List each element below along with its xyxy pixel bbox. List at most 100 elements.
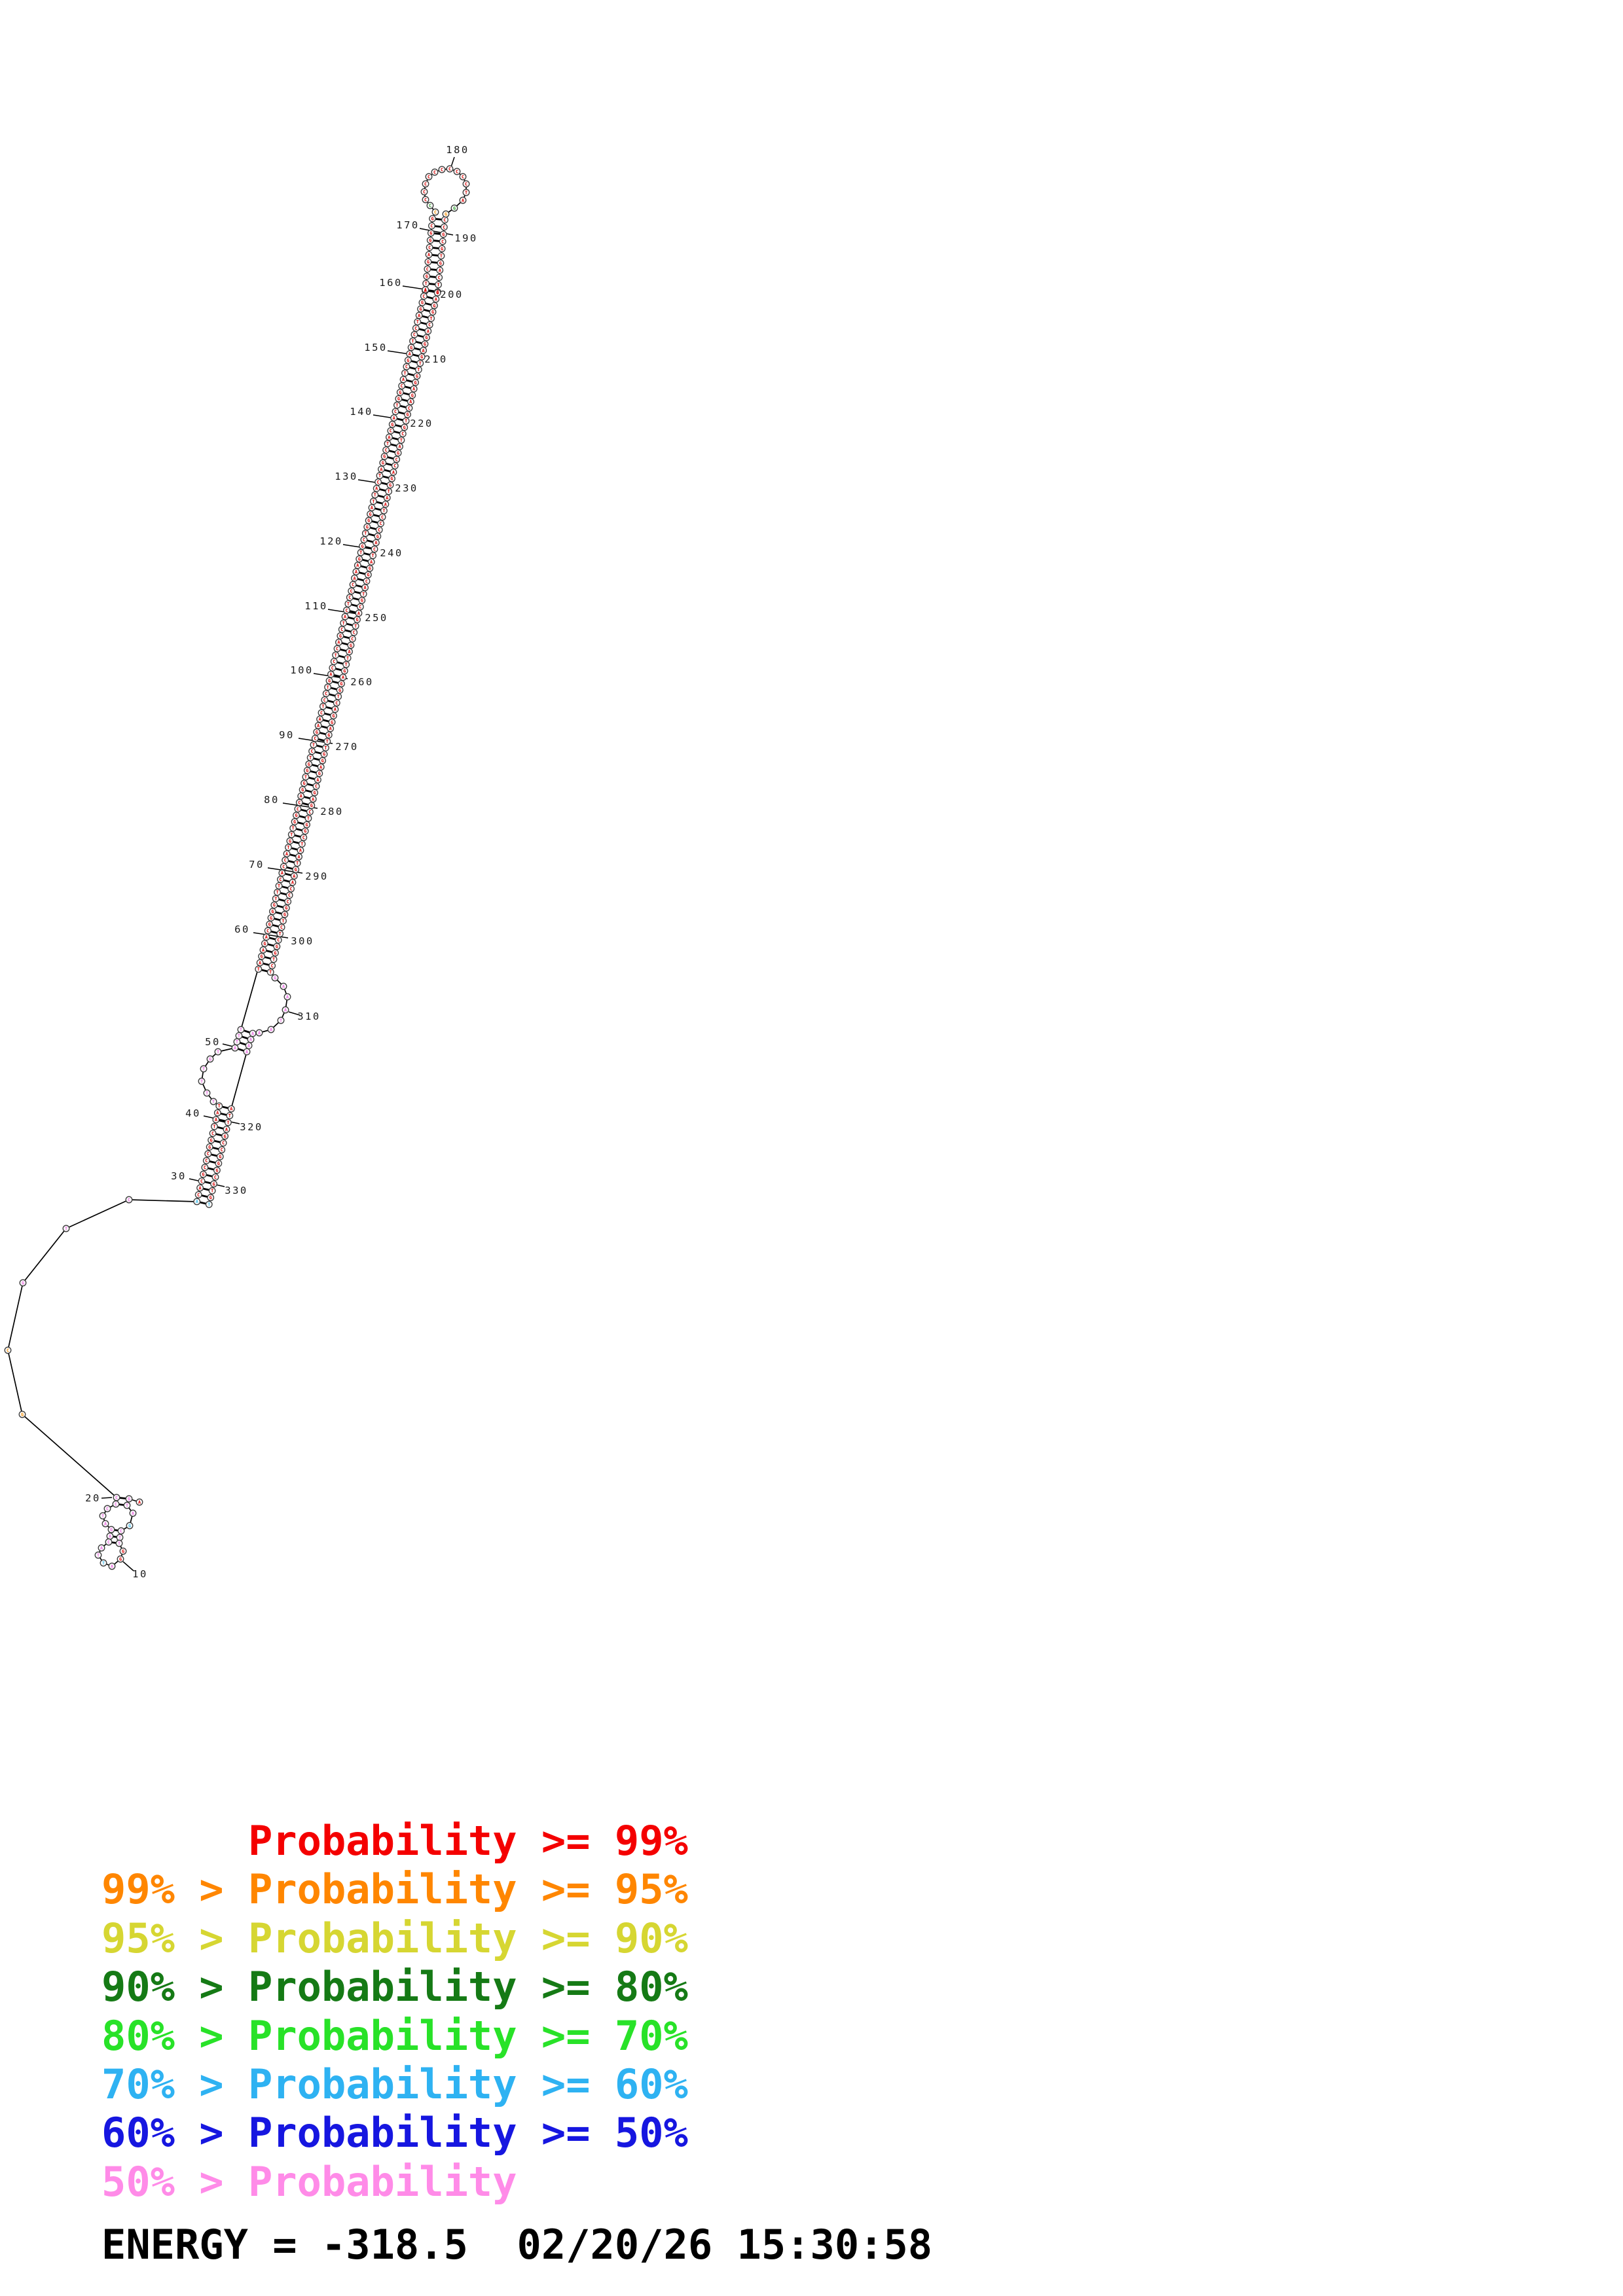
- nucleotide-letter: A: [316, 778, 319, 783]
- nucleotide-circle: [306, 754, 314, 762]
- nucleotide-letter: C: [390, 429, 392, 434]
- position-label: 190: [454, 232, 478, 244]
- nucleotide-letter: T: [101, 1513, 104, 1518]
- nucleotide-circle: [420, 188, 428, 196]
- nucleotide-circle: [424, 327, 432, 335]
- nucleotide-letter: G: [310, 803, 313, 808]
- position-label: 70: [249, 859, 264, 870]
- nucleotide-letter: T: [236, 1039, 238, 1045]
- nucleotide-letter: A: [409, 351, 411, 357]
- nucleotide-circle: [261, 940, 268, 948]
- position-label: 240: [380, 547, 403, 559]
- nucleotide-letter: A: [422, 348, 425, 353]
- nucleotide-letter: T: [269, 970, 272, 975]
- nucleotide-circle: [426, 202, 434, 209]
- nucleotide-letter: C: [106, 1506, 109, 1511]
- legend-line-prob-60: 70% > Probability >= 60%: [101, 2060, 688, 2108]
- position-label: 100: [290, 664, 314, 676]
- nucleotide-circle: [379, 459, 387, 467]
- nucleotide-circle: [264, 927, 272, 935]
- nucleotide-letter: G: [316, 730, 318, 735]
- nucleotide-circle: [219, 1139, 227, 1147]
- nucleotide-circle: [417, 305, 425, 313]
- position-label: 110: [304, 600, 328, 612]
- nucleotide-letter: C: [441, 239, 444, 244]
- nucleotide-circle: [386, 481, 394, 489]
- position-label: 120: [319, 535, 343, 547]
- nucleotide-circle: [418, 353, 426, 361]
- nucleotide-letter: C: [422, 294, 425, 299]
- nucleotide-letter: C: [107, 1539, 110, 1545]
- nucleotide-circle: [302, 773, 310, 781]
- nucleotide-circle: [129, 1509, 137, 1517]
- nucleotide-letter: G: [122, 1549, 124, 1554]
- nucleotide-circle: [344, 654, 352, 662]
- nucleotide-circle: [208, 1136, 215, 1144]
- nucleotide-circle: [282, 904, 290, 912]
- nucleotide-circle: [385, 433, 393, 441]
- nucleotide-letter: T: [102, 1560, 105, 1566]
- nucleotide-letter: A: [251, 1031, 254, 1036]
- nucleotide-letter: G: [425, 335, 428, 340]
- nucleotide-letter: G: [442, 232, 445, 237]
- nucleotide-letter: C: [414, 326, 417, 331]
- nucleotide-letter: C: [280, 925, 283, 930]
- nucleotide-circle: [301, 780, 308, 787]
- nucleotide-circle: [325, 677, 333, 685]
- nucleotide-letter: T: [218, 1103, 221, 1109]
- nucleotide-circle: [256, 959, 264, 967]
- nucleotide-letter: C: [340, 627, 343, 632]
- nucleotide-circle: [263, 933, 270, 941]
- nucleotide-circle: [421, 340, 429, 348]
- nucleotide-circle: [282, 856, 289, 864]
- nucleotide-letter: G: [215, 1168, 218, 1173]
- nucleotide-letter: G: [403, 425, 406, 430]
- nucleotide-circle: [136, 1498, 143, 1506]
- label-leader: [288, 1011, 301, 1016]
- nucleotide-letter: T: [440, 253, 443, 259]
- label-leader-lines: [101, 156, 455, 1571]
- nucleotide-circle: [425, 173, 433, 181]
- nucleotide-letter: G: [128, 1523, 131, 1528]
- nucleotide-circle: [393, 401, 401, 409]
- nucleotide-circle: [214, 1048, 222, 1056]
- nucleotide-circle: [215, 1102, 223, 1110]
- nucleotide-circle: [446, 165, 454, 173]
- nucleotide-letter: G: [270, 916, 272, 921]
- nucleotide-letter: A: [439, 268, 441, 273]
- nucleotide-letter: G: [433, 303, 435, 308]
- nucleotide-circle: [414, 318, 422, 326]
- nucleotide-letter: T: [238, 1033, 240, 1039]
- nucleotide-letter: G: [350, 643, 352, 648]
- nucleotide-circle: [378, 513, 386, 521]
- nucleotide-letter: C: [429, 203, 431, 208]
- nucleotide-circle: [277, 876, 284, 884]
- nucleotide-letter: A: [297, 854, 300, 859]
- nucleotide-circle: [276, 930, 284, 937]
- label-leader: [122, 1561, 134, 1571]
- nucleotide-circle: [319, 702, 327, 710]
- nucleotide-letter: A: [370, 560, 373, 565]
- nucleotide-circle: [98, 1544, 105, 1552]
- nucleotide-letter: A: [348, 649, 350, 655]
- nucleotide-letter: C: [287, 899, 289, 905]
- nucleotide-letter: T: [388, 489, 390, 494]
- nucleotide-letter: C: [394, 409, 397, 414]
- nucleotide-letter: C: [120, 1528, 122, 1534]
- nucleotide-circle: [392, 408, 399, 416]
- nucleotide-circle: [19, 1279, 27, 1287]
- nucleotide-letter: T: [405, 419, 407, 424]
- position-label: 280: [320, 806, 344, 817]
- nucleotide-letter: A: [388, 435, 390, 440]
- position-label: 30: [171, 1170, 187, 1182]
- nucleotide-circle: [437, 252, 445, 260]
- nucleotide-letter: C: [320, 710, 323, 715]
- nucleotide-letter: G: [361, 544, 364, 549]
- nucleotide-letter: T: [345, 662, 348, 668]
- nucleotide-circle: [258, 952, 266, 960]
- nucleotide-circle: [286, 837, 294, 845]
- nucleotide-letter: G: [208, 1145, 211, 1150]
- nucleotide-circle: [426, 321, 433, 329]
- nucleotide-letter: C: [408, 406, 410, 411]
- nucleotide-letter: G: [397, 397, 400, 402]
